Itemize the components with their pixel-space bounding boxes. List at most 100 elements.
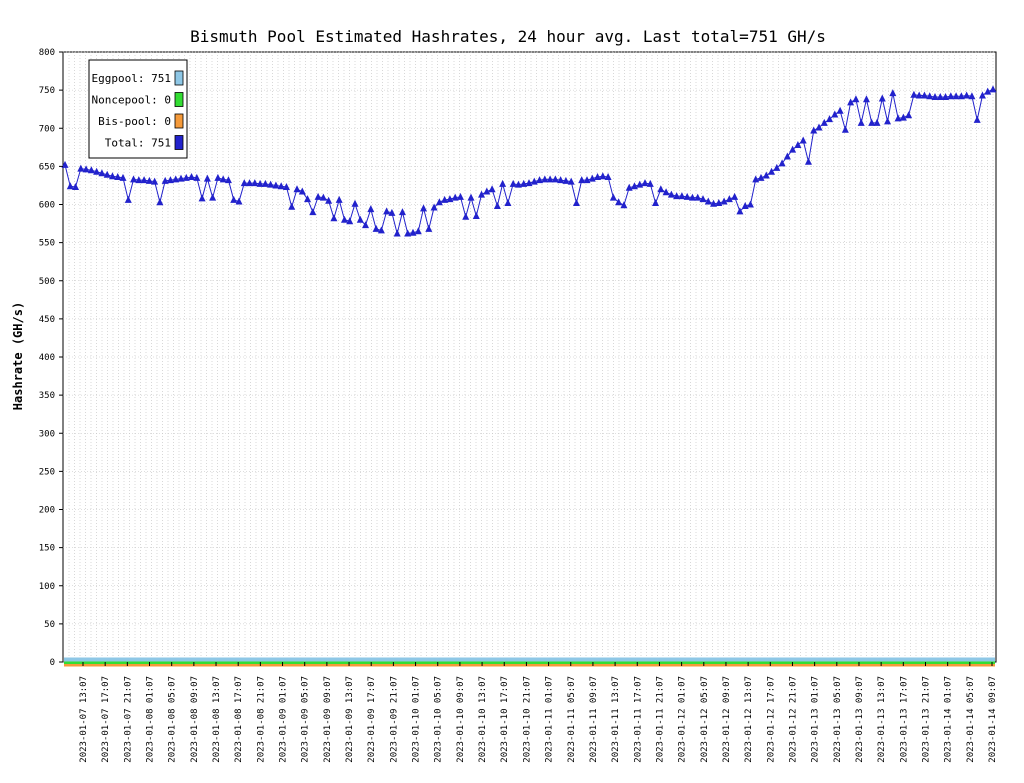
total-data-point	[393, 229, 401, 237]
total-data-point	[810, 126, 818, 134]
x-tick-label: 2023-01-09 09:07	[323, 676, 333, 763]
total-data-point	[135, 176, 143, 184]
legend-swatch	[174, 70, 184, 86]
legend-label: Eggpool: 751	[92, 72, 171, 85]
total-data-point	[831, 110, 839, 118]
x-tick-label: 2023-01-10 09:07	[456, 676, 466, 763]
x-tick-label: 2023-01-09 21:07	[389, 676, 399, 763]
total-data-point	[641, 179, 649, 187]
x-tick-label: 2023-01-09 13:07	[345, 676, 355, 763]
total-data-point	[525, 179, 533, 187]
total-data-point	[804, 157, 812, 165]
x-tick-label: 2023-01-10 05:07	[434, 676, 444, 763]
total-data-point	[905, 111, 913, 119]
total-data-point	[773, 163, 781, 171]
total-data-point	[193, 173, 201, 181]
total-data-point	[483, 187, 491, 195]
total-data-point	[425, 224, 433, 232]
total-data-point	[973, 115, 981, 123]
total-data-point	[288, 202, 296, 210]
total-data-point	[984, 87, 992, 95]
total-data-point	[963, 91, 971, 99]
total-data-point	[446, 195, 454, 203]
zero-series-band	[64, 662, 995, 667]
total-data-point	[335, 195, 343, 203]
total-data-point	[398, 208, 406, 216]
total-data-point	[699, 195, 707, 203]
x-tick-label: 2023-01-12 01:07	[678, 676, 688, 763]
total-data-point	[145, 176, 153, 184]
plot-area	[62, 51, 997, 663]
x-tick-label: 2023-01-13 21:07	[921, 676, 931, 763]
total-data-point	[499, 179, 507, 187]
total-data-point	[815, 123, 823, 131]
total-data-point	[66, 182, 74, 190]
legend-box	[88, 59, 188, 159]
total-data-point	[615, 198, 623, 206]
total-data-point	[688, 193, 696, 201]
total-data-point	[884, 117, 892, 125]
zero-series-band	[64, 657, 995, 662]
total-data-point	[124, 195, 132, 203]
x-tick-label: 2023-01-12 09:07	[722, 676, 732, 763]
total-data-point	[978, 91, 986, 99]
y-tick-label: 750	[39, 86, 55, 96]
total-data-point	[282, 182, 290, 190]
y-axis-ticks: 0 50 100 150 200 250 300 350 400 450 500 550 600 650 7…	[39, 48, 63, 668]
legend: Eggpool: 751 Noncepool: 0 Bis-pool: 0 Total…	[88, 59, 188, 159]
total-data-point	[209, 193, 217, 201]
total-data-point	[546, 175, 554, 183]
total-data-point	[256, 179, 264, 187]
total-data-point	[72, 182, 80, 190]
total-data-point	[794, 141, 802, 149]
total-data-point	[414, 227, 422, 235]
total-data-point	[156, 198, 164, 206]
total-data-point	[351, 199, 359, 207]
total-data-point	[952, 92, 960, 100]
total-data-point	[662, 188, 670, 196]
total-data-point	[520, 179, 528, 187]
y-tick-label: 450	[39, 315, 55, 325]
total-data-point	[968, 92, 976, 100]
total-data-point	[957, 92, 965, 100]
total-data-point	[852, 95, 860, 103]
total-data-point	[514, 180, 522, 188]
y-tick-label: 200	[39, 506, 55, 516]
total-data-point	[878, 94, 886, 102]
chart-title: Bismuth Pool Estimated Hashrates, 24 hou…	[190, 27, 826, 46]
total-data-point	[377, 226, 385, 234]
total-data-point	[161, 176, 169, 184]
total-data-point	[625, 183, 633, 191]
total-data-point	[356, 215, 364, 223]
y-axis-label: Hashrate (GH/s)	[11, 302, 25, 410]
total-data-point	[588, 174, 596, 182]
total-data-point	[319, 193, 327, 201]
x-tick-label: 2023-01-11 05:07	[567, 676, 577, 763]
grid-lines	[63, 51, 996, 663]
total-data-point	[420, 204, 428, 212]
x-tick-label: 2023-01-11 21:07	[655, 676, 665, 763]
total-data-point	[261, 179, 269, 187]
total-data-point	[541, 175, 549, 183]
zero-series-lines	[64, 657, 995, 667]
x-tick-label: 2023-01-13 09:07	[855, 676, 865, 763]
legend-swatch	[174, 113, 184, 129]
total-data-point	[441, 195, 449, 203]
total-data-point	[947, 92, 955, 100]
total-data-point	[114, 173, 122, 181]
total-data-point	[599, 172, 607, 180]
total-data-point	[430, 203, 438, 211]
total-data-point	[188, 173, 196, 181]
total-data-point	[646, 179, 654, 187]
total-data-point	[667, 190, 675, 198]
total-data-point	[119, 173, 127, 181]
legend-label: Total: 751	[105, 137, 171, 150]
total-data-point	[799, 136, 807, 144]
x-tick-label: 2023-01-13 01:07	[811, 676, 821, 763]
y-tick-label: 250	[39, 467, 55, 477]
y-tick-label: 700	[39, 124, 55, 134]
x-tick-label: 2023-01-13 17:07	[899, 676, 909, 763]
total-data-point	[762, 171, 770, 179]
y-tick-label: 650	[39, 162, 55, 172]
